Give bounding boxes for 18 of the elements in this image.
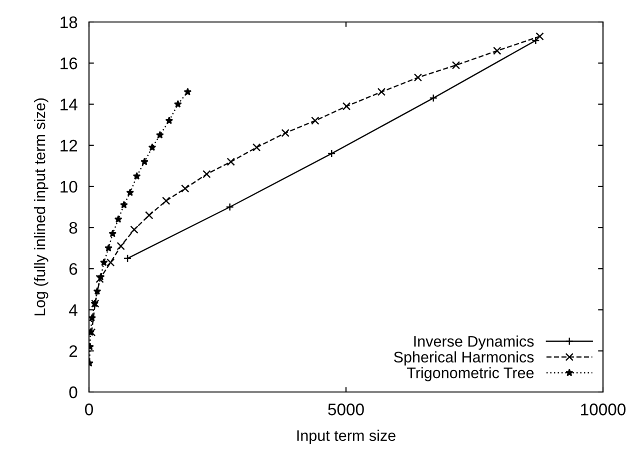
y-tick-label: 4 xyxy=(69,304,78,316)
x-axis-title: Input term size xyxy=(297,430,396,444)
y-tick-label: 10 xyxy=(60,180,78,193)
y-axis-title: Log (fully inlined input term size) xyxy=(34,98,48,316)
y-tick-label: 2 xyxy=(69,345,78,357)
y-tick-label: 12 xyxy=(60,140,78,152)
y-tick-label: 18 xyxy=(60,16,78,28)
y-tick-label: 14 xyxy=(60,98,78,110)
y-tick-label: 6 xyxy=(69,263,78,275)
y-tick-label: 16 xyxy=(60,58,78,70)
y-tick-label: 8 xyxy=(69,222,78,234)
x-tick-label: 5000 xyxy=(328,404,364,416)
x-tick-label: 0 xyxy=(85,404,93,416)
legend-label: Trigonometric Tree xyxy=(406,367,534,382)
legend-label: Spherical Harmonics xyxy=(394,351,534,366)
x-tick-label: 10000 xyxy=(581,404,626,416)
legend-label: Inverse Dynamics xyxy=(414,336,534,350)
y-tick-label: 0 xyxy=(69,386,78,398)
